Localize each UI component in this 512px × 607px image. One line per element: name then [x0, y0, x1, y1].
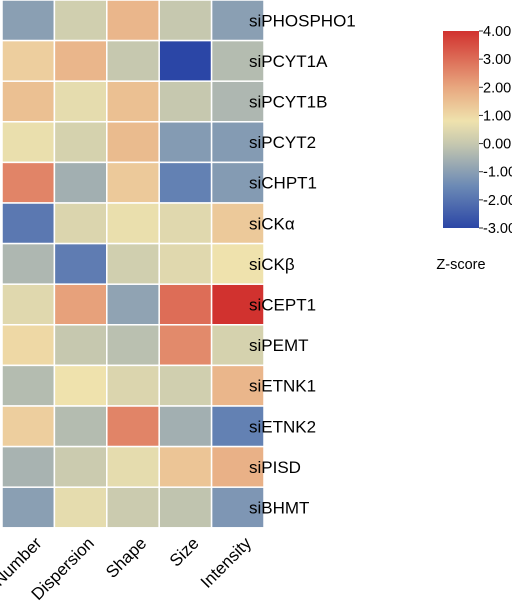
heatmap-cell [53, 202, 108, 245]
heatmap-cell [106, 161, 160, 204]
heatmap-cells [1, 0, 265, 529]
legend-tick-label: 0.00 [483, 137, 511, 153]
heatmap-cell [158, 364, 213, 407]
row-label: siPCYT1A [249, 52, 328, 71]
row-label: siPCYT2 [249, 133, 316, 152]
heatmap-cell [210, 364, 265, 407]
legend-tick-label: 2.00 [483, 80, 511, 96]
row-label: siETNK2 [249, 417, 316, 436]
heatmap-cell [53, 405, 108, 448]
heatmap-cell [1, 324, 56, 367]
heatmap-cell [158, 39, 213, 82]
heatmap-cell [1, 242, 56, 285]
column-label: Size [166, 534, 203, 571]
heatmap-cell [210, 0, 265, 42]
heatmap-cell [1, 364, 56, 407]
legend-color-bar [443, 31, 479, 228]
legend-title: Z-score [436, 257, 485, 273]
heatmap-cell [1, 405, 56, 448]
heatmap-cell [106, 80, 160, 123]
heatmap-cell [106, 405, 160, 448]
heatmap-cell [53, 161, 108, 204]
legend-tick-label: -1.00 [483, 165, 512, 181]
heatmap-cell [158, 121, 213, 164]
row-label: siCKβ [249, 255, 295, 274]
row-label: siCKα [249, 214, 295, 233]
row-label: siETNK1 [249, 377, 316, 396]
column-label: Intensity [197, 533, 256, 592]
heatmap-cell [158, 283, 213, 326]
heatmap-cell [210, 283, 265, 326]
heatmap-cell [1, 121, 56, 164]
heatmap-cell [158, 445, 213, 488]
heatmap-cell [158, 0, 213, 42]
row-label: siPISD [249, 458, 301, 477]
legend-tick-label: 4.00 [483, 24, 511, 40]
heatmap-cell [210, 39, 265, 82]
heatmap-cell [106, 242, 160, 285]
heatmap-cell [106, 121, 160, 164]
column-label: Shape [102, 534, 150, 582]
heatmap-cell [158, 324, 213, 367]
legend-ticks: 4.00 3.00 2.00 1.00 0.00 -1.00 -2.00 -3.00 [479, 24, 512, 237]
heatmap-cell [53, 39, 108, 82]
heatmap-cell [106, 364, 160, 407]
legend-tick-label: -3.00 [483, 221, 512, 237]
heatmap-cell [210, 324, 265, 367]
heatmap-cell [1, 283, 56, 326]
legend-tick-label: -2.00 [483, 193, 512, 209]
heatmap-cell [106, 202, 160, 245]
row-label: siBHMT [249, 499, 309, 518]
heatmap-cell [106, 445, 160, 488]
row-label: siPCYT1B [249, 93, 327, 112]
heatmap-cell [1, 202, 56, 245]
heatmap-cell [210, 242, 265, 285]
heatmap-cell [53, 445, 108, 488]
heatmap-cell [210, 405, 265, 448]
heatmap-cell [158, 405, 213, 448]
row-label: siPHOSPHO1 [249, 11, 356, 30]
heatmap-cell [53, 121, 108, 164]
heatmap-cell [106, 283, 160, 326]
heatmap-cell [210, 445, 265, 488]
heatmap-cell [1, 445, 56, 488]
row-label: siPEMT [249, 336, 309, 355]
heatmap-cell [1, 161, 56, 204]
heatmap-cell [1, 0, 56, 42]
color-legend: 4.00 3.00 2.00 1.00 0.00 -1.00 -2.00 -3.00 Z-sc… [436, 24, 512, 273]
heatmap-cell [53, 242, 108, 285]
heatmap-cell [53, 80, 108, 123]
heatmap-cell [1, 486, 56, 529]
heatmap-cell [158, 161, 213, 204]
heatmap-cell [158, 242, 213, 285]
legend-tick-label: 1.00 [483, 108, 511, 124]
row-label: siCHPT1 [249, 174, 317, 193]
heatmap-cell [106, 486, 160, 529]
heatmap-cell [1, 80, 56, 123]
row-labels: siPHOSPHO1 siPCYT1A siPCYT1B siPCYT2 siCHPT1… [249, 11, 356, 517]
heatmap-cell [106, 0, 160, 42]
row-label: siCEPT1 [249, 296, 316, 315]
heatmap-cell [210, 486, 265, 529]
heatmap-cell [106, 39, 160, 82]
heatmap-cell [53, 324, 108, 367]
heatmap-cell [53, 283, 108, 326]
heatmap-cell [1, 39, 56, 82]
heatmap-cell [210, 202, 265, 245]
heatmap-cell [158, 80, 213, 123]
heatmap-cell [53, 486, 108, 529]
heatmap-cell [158, 202, 213, 245]
heatmap-cell [53, 364, 108, 407]
legend-tick-label: 3.00 [483, 52, 511, 68]
heatmap-cell [53, 0, 108, 42]
heatmap-cell [210, 121, 265, 164]
heatmap-cell [158, 486, 213, 529]
heatmap-cell [106, 324, 160, 367]
